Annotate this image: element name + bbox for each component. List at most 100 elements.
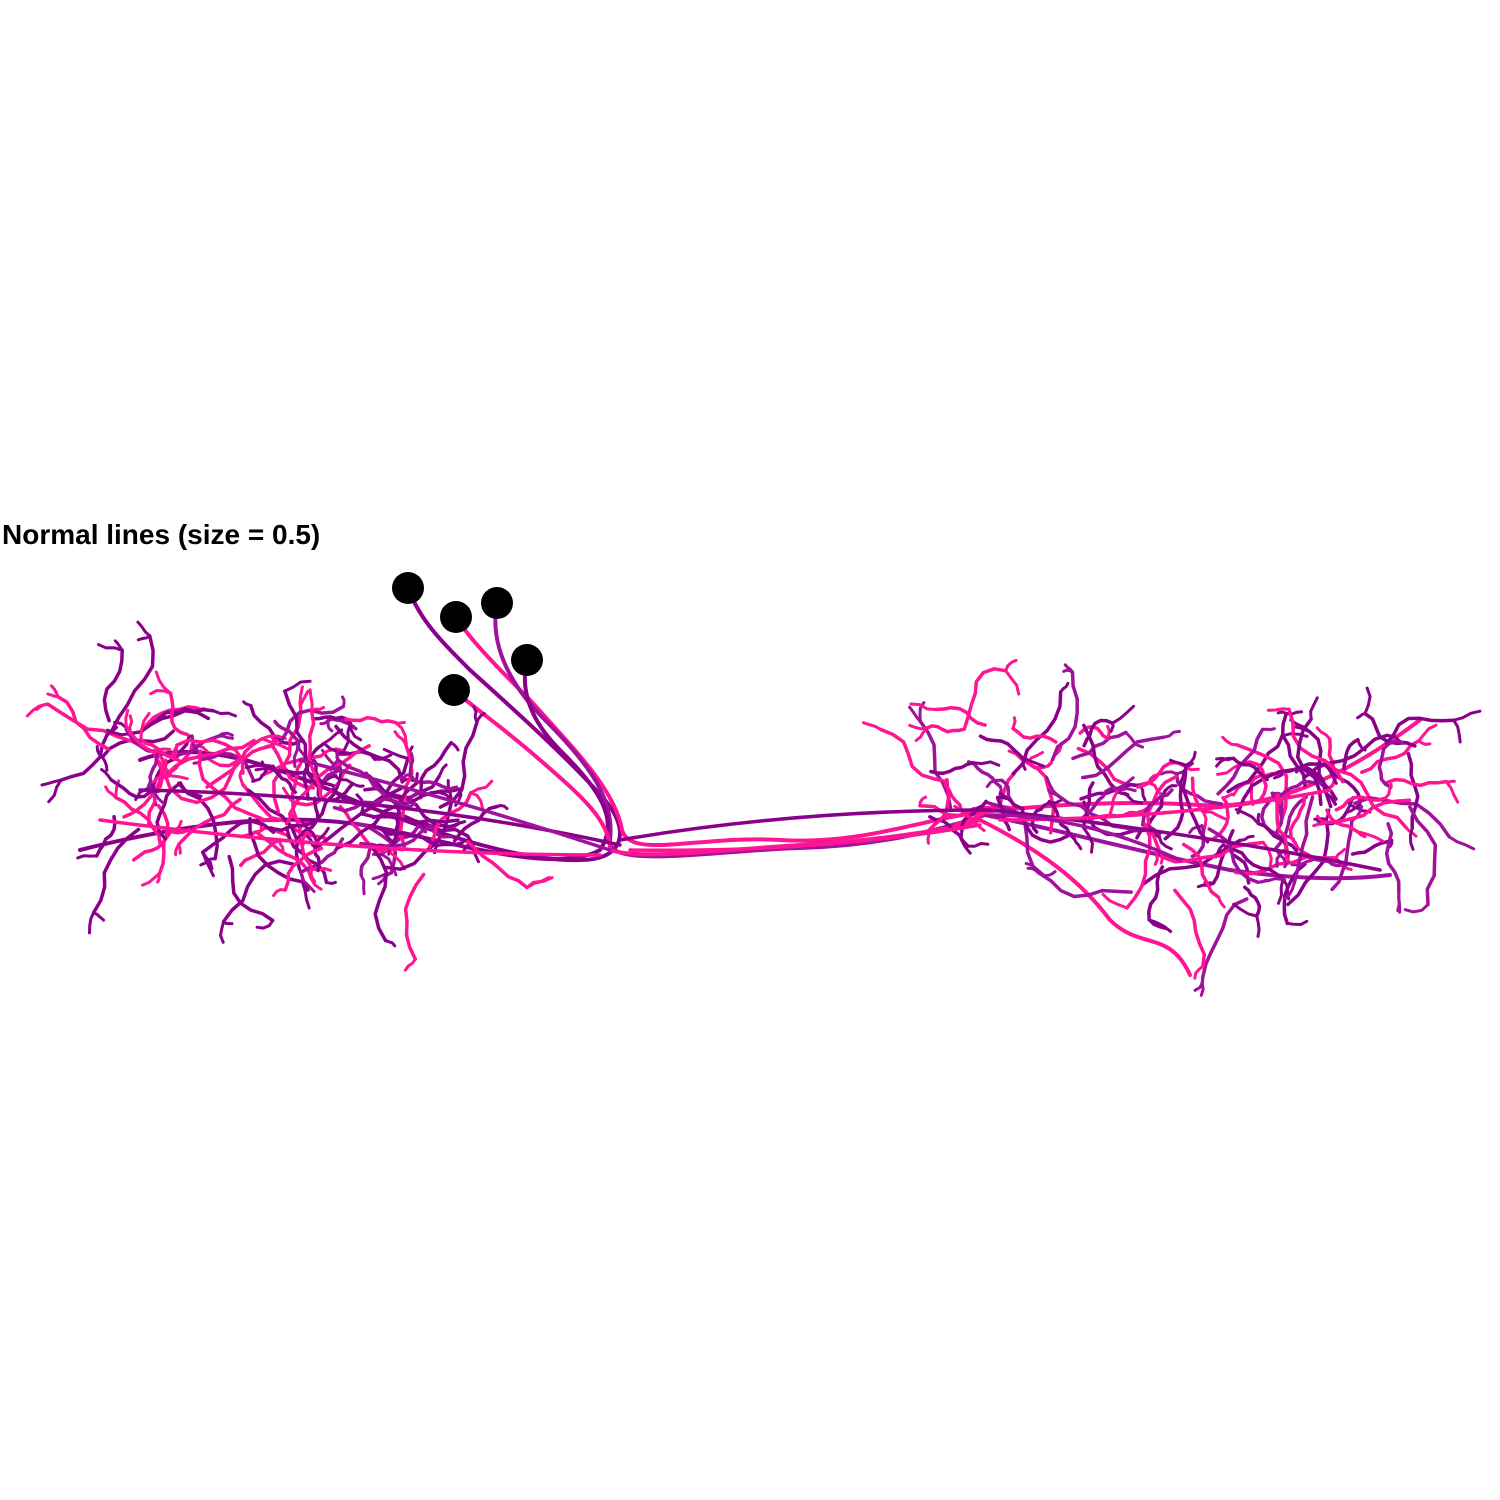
- neuron-3-branch: [1201, 897, 1249, 979]
- neuron-4-twig: [1356, 712, 1367, 720]
- neuron-1-branch: [359, 812, 460, 825]
- neuron-3-branch: [202, 751, 256, 782]
- neuron-4-branch: [1304, 733, 1390, 778]
- neuron-4-twig: [1163, 784, 1178, 793]
- neuron-1-twig: [1255, 914, 1261, 938]
- neuron-3-fiber: [298, 758, 612, 852]
- neuron-4-twig: [342, 721, 352, 752]
- neuron-4-main-neurite: [78, 658, 610, 862]
- neuron-4-branch: [313, 839, 321, 873]
- neuron-3-branch: [918, 719, 953, 811]
- neuron-4-twig: [88, 911, 96, 935]
- neuron-3-twig: [399, 773, 412, 780]
- neuron-2-branch: [925, 724, 967, 734]
- neuron-3-branch: [1036, 871, 1133, 899]
- neuron-3-twig: [380, 852, 398, 877]
- neuron-1-branch: [1082, 718, 1115, 748]
- neuron-3-twig: [216, 734, 234, 740]
- neuron-2-branch: [175, 738, 245, 775]
- neuron-1-branch: [221, 859, 296, 924]
- neuron-5-twig: [50, 684, 60, 699]
- neuron-1-twig: [1408, 826, 1415, 851]
- neuron-2-soma: [440, 601, 472, 633]
- neuron-3-branch: [1140, 788, 1174, 827]
- neuron-1-twig: [384, 939, 397, 948]
- neuron-3-twig: [1124, 730, 1145, 749]
- neuron-4-twig: [966, 842, 990, 848]
- neuron-3-branch: [1207, 827, 1260, 884]
- neuron-5-twig: [1444, 780, 1460, 804]
- neuron-1-branch: [929, 761, 975, 775]
- neuron-1-twig: [447, 820, 466, 829]
- neuron-2-twig: [386, 849, 406, 871]
- neuron-3-twig: [428, 825, 453, 839]
- neuron-5-branch: [271, 745, 315, 790]
- neuron-1-twig: [1111, 704, 1136, 725]
- neuron-branches: [25, 586, 1482, 997]
- neuron-1-twig: [283, 679, 312, 693]
- plot-title: Normal lines (size = 0.5): [2, 519, 321, 550]
- neuron-4-soma: [511, 644, 543, 676]
- neuron-1-twig: [959, 829, 972, 855]
- neuron-5-twig: [1261, 841, 1273, 869]
- neuron-2-main-neurite: [454, 615, 1422, 847]
- neuron-2-twig: [1004, 658, 1018, 673]
- neuron-4-twig: [76, 854, 99, 860]
- neuron-4-branch: [452, 804, 499, 843]
- neuron-5-branch: [1288, 795, 1307, 845]
- neuron-3-twig: [1109, 776, 1135, 790]
- neuron-3-branch: [146, 752, 159, 788]
- neuron-5-branch: [1384, 777, 1448, 788]
- neuron-2-twig: [124, 708, 132, 735]
- neuron-5-twig: [177, 842, 182, 855]
- neuron-4-branch: [1256, 821, 1299, 853]
- neuron-1-branch: [1342, 737, 1360, 773]
- neuron-2-fiber: [98, 818, 602, 857]
- neuron-3-twig: [1397, 890, 1402, 914]
- neuron-1-twig: [1232, 902, 1259, 918]
- neuron-5-branch: [1287, 707, 1345, 784]
- neuron-1-branch: [370, 824, 440, 847]
- neuron-2-branch: [294, 763, 352, 807]
- neuron-5-twig: [1355, 830, 1367, 839]
- neuron-3-branch: [273, 719, 300, 743]
- neuron-1-twig: [251, 766, 270, 783]
- neuron-5-branch: [1173, 888, 1207, 969]
- neuron-1-twig: [1082, 826, 1094, 854]
- neuron-1-branch: [1232, 847, 1285, 881]
- neuron-2-branch: [1145, 775, 1178, 851]
- neuron-5-twig: [269, 734, 275, 749]
- neuron-4-twig: [1363, 686, 1372, 716]
- neuron-2-twig: [104, 785, 118, 799]
- neuron-1-twig: [136, 634, 152, 642]
- neuron-3-twig: [1447, 835, 1476, 851]
- neuron-3-branch: [1384, 822, 1401, 894]
- neuron-3-twig: [403, 802, 416, 809]
- neuron-5-twig: [1444, 779, 1456, 784]
- neuron-2-branch: [147, 749, 164, 825]
- neuron-4-twig: [1309, 696, 1319, 721]
- neuron-3-fiber: [988, 813, 1182, 862]
- neuron-5-twig: [1355, 830, 1385, 843]
- neuron-3-twig: [1159, 770, 1179, 776]
- neuron-1-twig: [437, 763, 448, 779]
- neuron-3-twig: [341, 695, 346, 708]
- neuron-2-twig: [403, 957, 417, 972]
- neuron-5-branch: [943, 783, 973, 820]
- neuron-2-twig: [1004, 669, 1021, 696]
- neuron-1-twig: [211, 709, 237, 718]
- neuron-5-branch: [1212, 796, 1230, 841]
- neuron-3-twig: [908, 705, 922, 723]
- neuron-5-twig: [918, 795, 928, 808]
- neuron-2-twig: [393, 730, 407, 745]
- neuron-4-branch: [59, 725, 118, 782]
- neuron-4-twig: [299, 818, 319, 844]
- neuron-3-branch: [966, 760, 1003, 789]
- neuron-2-twig: [394, 721, 408, 745]
- neuron-2-twig: [469, 779, 494, 795]
- neuron-2-branch: [879, 727, 949, 784]
- neuron-3-twig: [1193, 975, 1205, 992]
- neuron-1-twig: [100, 768, 113, 782]
- neuron-4-twig: [113, 639, 124, 652]
- neuron-4-twig: [449, 741, 460, 752]
